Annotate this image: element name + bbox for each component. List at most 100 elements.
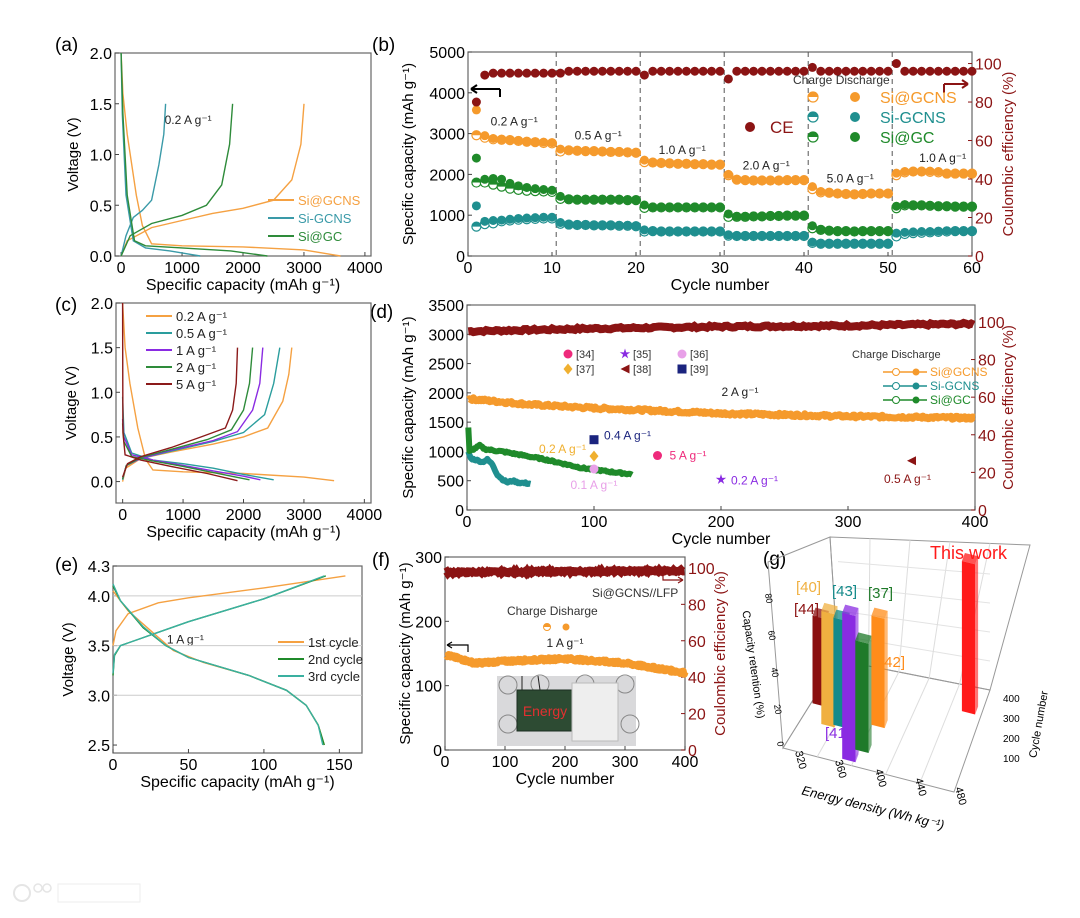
- x-tick-label: 100: [492, 754, 519, 771]
- discharge-marker: [917, 227, 927, 237]
- rate-annotation: 5.0 A g⁻¹: [827, 172, 874, 186]
- led-board: [516, 689, 574, 732]
- discharge-marker: [749, 175, 759, 185]
- bar-top: [871, 607, 888, 619]
- legend-label: 2 A g⁻¹: [176, 360, 217, 375]
- discharge-marker: [639, 155, 649, 165]
- y-tick-label: 3.0: [88, 688, 110, 705]
- discharge-marker: [824, 225, 834, 235]
- discharge-marker: [723, 169, 733, 179]
- discharge-marker: [875, 188, 885, 198]
- discharge-marker: [849, 226, 859, 236]
- ce-marker: [530, 68, 540, 78]
- discharge-marker: [665, 202, 675, 212]
- charge-marker-fill: [808, 132, 818, 137]
- discharge-marker: [715, 226, 725, 236]
- discharge-marker: [707, 226, 717, 236]
- plot-frame: [112, 565, 363, 754]
- emblem-icon: [620, 714, 640, 734]
- y-right-tick-label: 20: [978, 465, 996, 482]
- discharge-curve: [121, 396, 274, 481]
- ce-marker: [480, 70, 490, 80]
- capacity-band: [466, 394, 978, 423]
- discharge-marker: [782, 231, 792, 241]
- discharge-marker: [597, 146, 607, 156]
- discharge-marker: [900, 167, 910, 177]
- discharge-marker: [933, 201, 943, 211]
- x-axis-title: Specific capacity (mAh g⁻¹): [146, 277, 340, 294]
- discharge-marker: [891, 228, 901, 238]
- discharge-marker: [589, 194, 599, 204]
- discharge-marker: [782, 210, 792, 220]
- ce-marker: [656, 66, 666, 76]
- discharge-marker: [900, 227, 910, 237]
- ref-legend-label: [39]: [690, 364, 708, 376]
- discharge-marker: [740, 175, 750, 185]
- y-axis-title: Voltage (V): [65, 117, 82, 191]
- z-tick-label: 60: [766, 630, 778, 642]
- discharge-marker: [833, 238, 843, 248]
- ref-rate-label: 5 A g⁻¹: [670, 449, 707, 463]
- discharge-marker: [530, 213, 540, 223]
- y-tick-label: 100: [415, 679, 442, 696]
- discharge-marker: [614, 220, 624, 230]
- charge-curve: [121, 347, 239, 478]
- discharge-marker: [606, 220, 616, 230]
- discharge-marker: [942, 226, 952, 236]
- discharge-marker: [715, 202, 725, 212]
- legend-label: 5 A g⁻¹: [176, 377, 217, 392]
- ce-marker: [858, 66, 868, 76]
- discharge-marker: [732, 211, 742, 221]
- panel-label-d: (d): [370, 302, 393, 323]
- discharge-marker: [866, 238, 876, 248]
- discharge-marker: [891, 168, 901, 178]
- discharge-marker: [539, 184, 549, 194]
- discharge-marker: [833, 226, 843, 236]
- discharge-marker: [933, 226, 943, 236]
- rate-annotation: 0.2 A g⁻¹: [165, 113, 212, 127]
- rate-annotation: 0.2 A g⁻¹: [491, 114, 538, 128]
- ce-marker: [917, 66, 927, 76]
- ref-rate-label: 0.4 A g⁻¹: [604, 429, 651, 443]
- y-tick-label: 2500: [428, 357, 464, 374]
- charge-marker-fill: [808, 112, 818, 117]
- legend-label: Si-GCNS: [880, 110, 946, 127]
- discharge-marker: [471, 105, 481, 115]
- legend-discharge-marker: [912, 382, 920, 390]
- bar-top: [821, 602, 838, 615]
- ce-marker: [614, 66, 624, 76]
- y-tick-label: 2000: [428, 386, 464, 403]
- discharge-marker: [959, 168, 969, 178]
- discharge-marker: [614, 194, 624, 204]
- ce-marker: [698, 66, 708, 76]
- discharge-marker: [673, 158, 683, 168]
- y-right-tick-label: 80: [975, 95, 993, 112]
- ce-band: [467, 318, 976, 337]
- discharge-marker: [513, 136, 523, 146]
- x-tick-label: 0: [463, 514, 472, 531]
- discharge-marker: [967, 226, 977, 236]
- ce-marker: [967, 66, 977, 76]
- legend-charge-marker: [892, 368, 900, 376]
- x-tick-label: 0: [441, 754, 450, 771]
- discharge-marker: [757, 231, 767, 241]
- inset-photo: Energy: [497, 674, 640, 746]
- ref-marker-circle: [653, 451, 662, 461]
- ce-marker: [665, 66, 675, 76]
- discharge-marker: [858, 226, 868, 236]
- ref-marker-triangle: [907, 456, 916, 466]
- grid-line: [898, 540, 911, 673]
- y-right-tick-label: 20: [975, 211, 993, 228]
- discharge-marker: [665, 226, 675, 236]
- discharge-marker: [807, 237, 817, 247]
- discharge-marker: [656, 226, 666, 236]
- panel-label-e: (e): [55, 555, 78, 576]
- ce-marker: [791, 66, 801, 76]
- discharge-marker: [547, 185, 557, 195]
- bar-label: [37]: [868, 585, 893, 602]
- x-tick-label: 0: [117, 260, 126, 277]
- discharge-marker: [681, 226, 691, 236]
- x-tick-label: 0: [464, 260, 473, 277]
- ce-marker: [757, 66, 767, 76]
- discharge-marker: [917, 200, 927, 210]
